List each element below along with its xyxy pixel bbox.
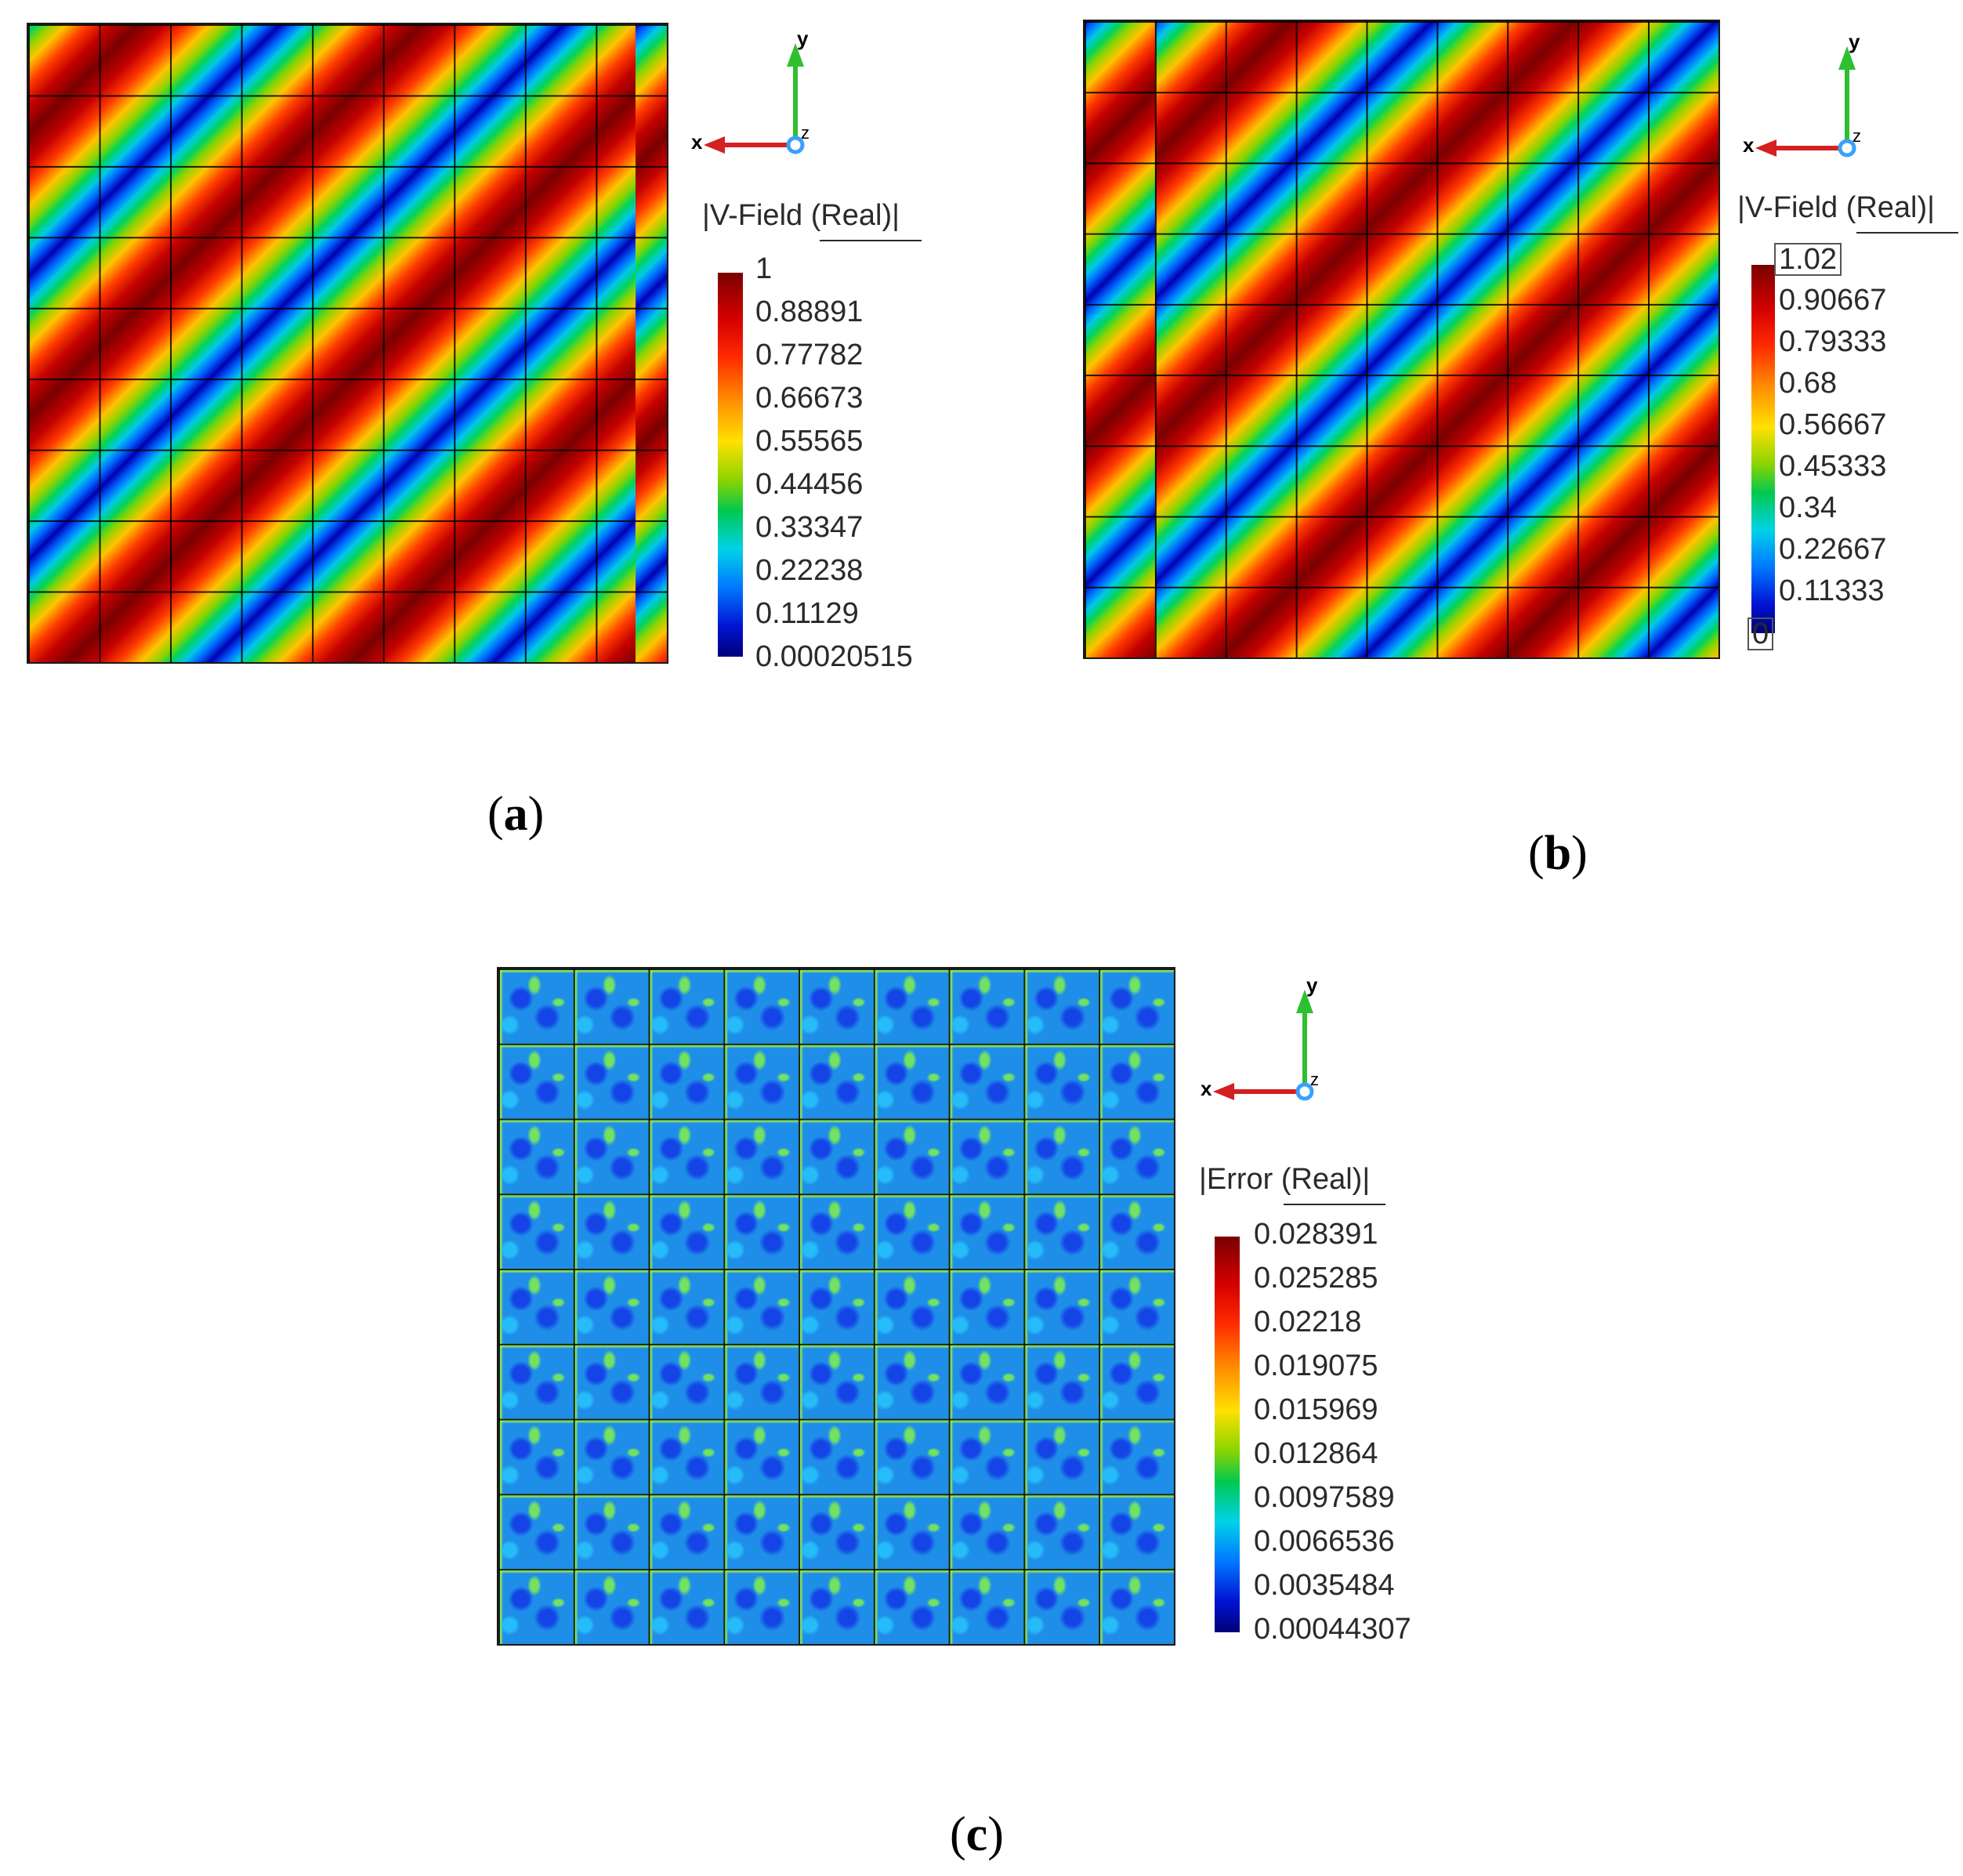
- tick-label: 0.025285: [1254, 1262, 1378, 1295]
- z-axis-icon: [1838, 139, 1856, 158]
- x-axis-arrow-icon: [704, 136, 725, 154]
- tick-label: 0.012864: [1254, 1437, 1378, 1470]
- tick-label: 1: [755, 252, 773, 285]
- tick-label: 0.22238: [755, 554, 864, 587]
- tick-label: 0.34: [1779, 491, 1837, 524]
- tick-label: 0.22667: [1779, 533, 1887, 566]
- tick-label: 0.019075: [1254, 1349, 1378, 1382]
- tick-label: 0.44456: [755, 468, 864, 501]
- y-axis-label: y: [1306, 978, 1318, 997]
- tick-label: 0.68: [1779, 367, 1837, 400]
- x-axis-label: x: [1201, 1077, 1212, 1100]
- z-axis-icon: [786, 136, 805, 154]
- panel-a-mesh-grid: [28, 24, 667, 662]
- panel-a-colorbar: [718, 273, 743, 657]
- panel-b-colorbar: [1751, 265, 1775, 633]
- y-axis-arrow-icon: [787, 43, 804, 67]
- panel-c-error-plot: [497, 967, 1175, 1646]
- panel-b-axis-triad: y x z: [1743, 34, 1861, 158]
- tick-label: 0.79333: [1779, 325, 1887, 358]
- tick-label: 0.11129: [755, 597, 859, 630]
- tick-label: 0.77782: [755, 339, 864, 371]
- panel-b-colorbar-ticks: 1.02 0.90667 0.79333 0.68 0.56667 0.4533…: [1748, 243, 1959, 666]
- tick-label: 0.0097589: [1254, 1481, 1395, 1514]
- panel-c-caption: (c): [950, 1808, 1004, 1861]
- tick-label: 0.55565: [755, 425, 864, 458]
- x-axis-label: x: [691, 130, 703, 154]
- panel-a-field-plot: [27, 23, 668, 664]
- panel-c-mesh-grid: [498, 969, 1174, 1644]
- z-axis-label: z: [801, 123, 809, 143]
- tick-label: 0.56667: [1779, 408, 1887, 441]
- y-axis-label: y: [1849, 34, 1860, 53]
- x-axis-arrow-icon: [1755, 139, 1776, 157]
- tick-label: 0.02218: [1254, 1306, 1362, 1338]
- x-axis-label: x: [1743, 133, 1755, 157]
- panel-c-legend-title: |Error (Real)|: [1199, 1163, 1385, 1205]
- tick-label: 0.88891: [755, 295, 864, 328]
- tick-label: 0.015969: [1254, 1393, 1378, 1426]
- panel-c-axis-triad: y x z: [1201, 978, 1319, 1101]
- panel-b-mesh-grid: [1085, 21, 1719, 657]
- z-axis-label: z: [1853, 126, 1861, 146]
- tick-label: 0.66673: [755, 382, 864, 415]
- panel-c-colorbar-ticks: 0.028391 0.025285 0.02218 0.019075 0.015…: [1254, 1219, 1458, 1658]
- z-axis-icon: [1295, 1082, 1314, 1101]
- tick-label: 0.33347: [755, 511, 864, 544]
- tick-label: 0.90667: [1779, 284, 1887, 317]
- panel-a-colorbar-ticks: 1 0.88891 0.77782 0.66673 0.55565 0.4445…: [755, 254, 959, 677]
- panel-a-legend-title: |V-Field (Real)|: [702, 199, 922, 241]
- y-axis-arrow-icon: [1296, 990, 1313, 1013]
- tick-label: 0.0066536: [1254, 1525, 1395, 1558]
- panel-a-axis-triad: y x z: [691, 31, 809, 154]
- tick-label: 0.0035484: [1254, 1569, 1395, 1602]
- tick-label: 0.00020515: [755, 640, 913, 673]
- panel-a-caption: (a): [487, 788, 545, 841]
- panel-b-caption: (b): [1528, 827, 1588, 880]
- panel-b-legend-title: |V-Field (Real)|: [1737, 191, 1958, 234]
- y-axis-arrow-icon: [1838, 46, 1856, 70]
- x-axis-arrow-icon: [1213, 1083, 1234, 1100]
- tick-label: 0.45333: [1779, 450, 1887, 483]
- tick-label: 0: [1748, 617, 1774, 650]
- panel-c-colorbar: [1215, 1237, 1240, 1632]
- tick-label: 0.11333: [1779, 574, 1885, 607]
- z-axis-label: z: [1310, 1070, 1319, 1089]
- y-axis-label: y: [797, 31, 809, 50]
- tick-label: 1.02: [1774, 243, 1842, 276]
- tick-label: 0.028391: [1254, 1218, 1378, 1251]
- panel-b-field-plot: [1083, 20, 1720, 659]
- tick-label: 0.00044307: [1254, 1613, 1411, 1646]
